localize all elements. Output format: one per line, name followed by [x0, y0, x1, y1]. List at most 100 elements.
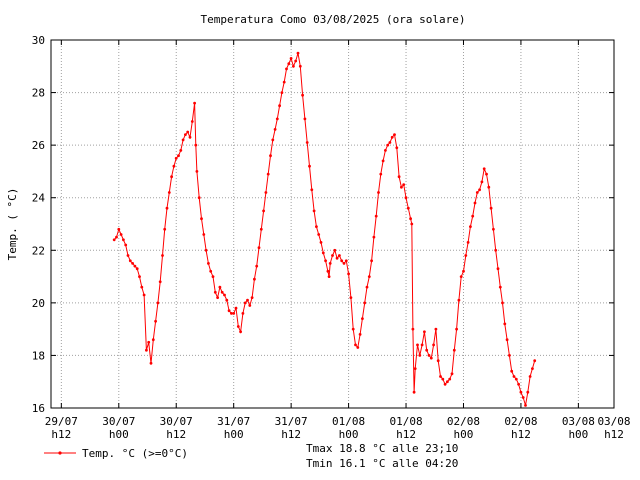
series-line — [113, 52, 536, 406]
data-point — [462, 269, 465, 273]
x-tick-label-hour: h12 — [396, 428, 416, 441]
data-point — [436, 359, 440, 363]
data-point — [386, 143, 390, 147]
data-point — [489, 206, 493, 210]
data-point — [303, 117, 307, 121]
data-point — [202, 233, 206, 236]
data-point — [466, 241, 470, 244]
data-point — [361, 317, 364, 320]
data-point — [517, 382, 520, 386]
data-point — [492, 227, 495, 231]
data-point — [409, 217, 412, 221]
data-point — [170, 175, 174, 179]
data-point — [317, 233, 321, 236]
data-point — [412, 390, 416, 394]
data-point — [501, 301, 504, 305]
x-tick-label-date: 02/08 — [504, 415, 537, 428]
data-point — [142, 293, 146, 297]
data-point — [301, 93, 304, 97]
data-point — [531, 367, 534, 370]
data-point — [262, 209, 265, 213]
data-point — [381, 159, 385, 163]
data-point — [331, 254, 334, 257]
data-point — [197, 196, 201, 200]
x-tick-label-hour: h00 — [224, 428, 244, 441]
x-tick-label-hour: h00 — [568, 428, 588, 441]
data-point — [441, 377, 445, 381]
data-point — [402, 183, 406, 187]
grid — [51, 40, 614, 408]
data-point — [177, 154, 180, 158]
data-point — [289, 57, 293, 60]
data-point — [365, 285, 369, 289]
data-point — [427, 354, 431, 357]
series-markers — [112, 51, 537, 407]
data-point — [209, 269, 213, 273]
y-tick-label: 24 — [32, 192, 46, 205]
data-point — [521, 396, 525, 399]
data-point — [377, 191, 380, 194]
data-point — [207, 262, 210, 265]
data-point — [315, 225, 318, 229]
data-point — [294, 59, 298, 63]
data-point — [379, 172, 383, 176]
data-point — [342, 262, 346, 265]
data-point — [223, 293, 226, 297]
data-point — [305, 141, 309, 144]
data-point — [184, 133, 187, 137]
data-point — [259, 227, 263, 231]
data-point — [367, 275, 371, 278]
data-point — [112, 238, 116, 242]
data-point — [404, 196, 408, 200]
data-point — [236, 325, 240, 328]
chart-title: Temperatura Como 03/08/2025 (ora solare) — [201, 13, 466, 26]
tmin-annotation: Tmin 16.1 °C alle 04:20 — [306, 457, 458, 470]
data-point — [480, 180, 484, 184]
data-point — [452, 348, 456, 352]
data-point — [140, 285, 144, 289]
data-point — [514, 377, 518, 381]
x-tick-label-date: 01/08 — [332, 415, 365, 428]
legend-marker — [58, 451, 62, 455]
data-point — [411, 327, 415, 331]
data-point — [188, 135, 192, 139]
data-point — [420, 343, 424, 347]
data-point — [487, 185, 491, 189]
data-point — [528, 375, 532, 378]
x-tick-label-date: 29/07 — [45, 415, 78, 428]
data-point — [218, 285, 222, 289]
data-point — [406, 206, 410, 210]
data-point — [232, 312, 236, 315]
data-point — [390, 135, 394, 139]
data-point — [287, 62, 291, 66]
data-point — [443, 382, 447, 386]
x-tick-label-date: 30/07 — [160, 415, 193, 428]
data-point — [473, 201, 477, 205]
data-point — [335, 256, 339, 260]
data-point — [505, 338, 509, 342]
x-tick-label-date: 01/08 — [389, 415, 422, 428]
data-point — [149, 361, 153, 365]
plot-frame — [50, 39, 615, 409]
data-point — [494, 248, 498, 252]
data-point — [434, 327, 438, 331]
data-point — [282, 80, 286, 84]
data-point — [429, 356, 433, 360]
data-point — [128, 259, 132, 263]
data-point — [296, 51, 300, 55]
data-point — [397, 175, 401, 179]
data-point — [165, 206, 169, 210]
data-point — [131, 262, 135, 265]
data-point — [308, 164, 311, 168]
x-tick-label-date: 31/07 — [217, 415, 250, 428]
data-point — [328, 262, 332, 265]
data-point — [418, 354, 422, 357]
data-point — [457, 298, 461, 302]
data-point — [432, 343, 435, 347]
data-point — [425, 348, 429, 352]
data-point — [230, 312, 233, 315]
data-point — [266, 172, 270, 176]
data-point — [340, 259, 344, 263]
data-point — [446, 380, 449, 384]
